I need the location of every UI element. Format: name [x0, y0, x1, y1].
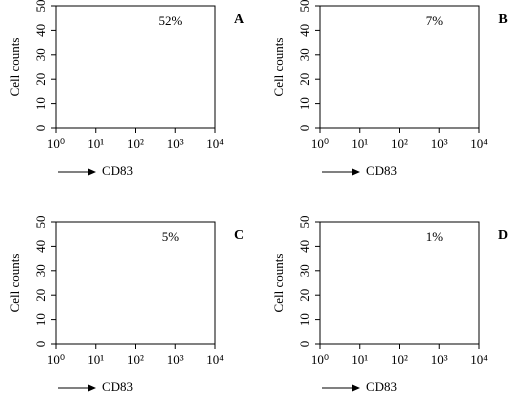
x-tick-label: 10⁰	[47, 136, 65, 151]
y-tick-label: 20	[33, 289, 48, 302]
x-tick-label: 10²	[127, 136, 144, 151]
y-tick-label: 40	[297, 24, 312, 37]
x-tick-label: 10⁰	[311, 352, 329, 367]
y-tick-label: 50	[297, 216, 312, 229]
plot-frame	[319, 5, 480, 129]
x-tick-label: 10¹	[87, 136, 104, 151]
y-tick-label: 30	[297, 48, 312, 61]
y-tick-label: 30	[297, 264, 312, 277]
y-tick-label: 10	[297, 313, 312, 326]
x-tick-label: 10³	[431, 136, 448, 151]
x-tick-label: 10²	[391, 136, 408, 151]
panel-letter: B	[498, 12, 507, 27]
x-tick-label: 10³	[167, 136, 184, 151]
x-tick-label: 10⁴	[206, 136, 224, 151]
x-tick-label: 10¹	[351, 352, 368, 367]
x-tick-label: 10³	[431, 352, 448, 367]
y-tick-label: 40	[33, 24, 48, 37]
y-tick-label: 10	[33, 97, 48, 110]
panel-letter: A	[234, 12, 245, 27]
x-axis-label: CD83	[102, 163, 133, 178]
y-tick-label: 20	[297, 289, 312, 302]
annotation: 52%	[159, 13, 183, 28]
y-tick-label: 0	[33, 125, 48, 132]
y-tick-label: 20	[33, 73, 48, 86]
x-tick-label: 10⁰	[311, 136, 329, 151]
y-tick-label: 0	[33, 341, 48, 348]
plot-frame	[319, 221, 480, 345]
y-tick-label: 50	[297, 0, 312, 13]
plot-frame	[55, 5, 216, 129]
x-axis-label: CD83	[102, 379, 133, 394]
annotation: 5%	[162, 229, 180, 244]
plot-frame	[55, 221, 216, 345]
x-tick-label: 10¹	[87, 352, 104, 367]
panel-letter: D	[498, 228, 508, 243]
x-axis-arrowhead	[352, 384, 360, 392]
x-tick-label: 10⁴	[470, 352, 488, 367]
x-tick-label: 10³	[167, 352, 184, 367]
x-tick-label: 10⁴	[206, 352, 224, 367]
x-axis-label: CD83	[366, 163, 397, 178]
y-axis-label: Cell counts	[271, 38, 286, 97]
x-tick-label: 10⁰	[47, 352, 65, 367]
x-tick-label: 10²	[127, 352, 144, 367]
y-tick-label: 20	[297, 73, 312, 86]
y-tick-label: 40	[297, 240, 312, 253]
x-tick-label: 10⁴	[470, 136, 488, 151]
x-tick-label: 10¹	[351, 136, 368, 151]
y-tick-label: 30	[33, 48, 48, 61]
x-axis-arrowhead	[88, 384, 96, 392]
y-tick-label: 10	[33, 313, 48, 326]
x-axis-arrowhead	[88, 168, 96, 176]
x-axis-arrowhead	[352, 168, 360, 176]
y-tick-label: 10	[297, 97, 312, 110]
y-tick-label: 0	[297, 125, 312, 132]
panel-letter: C	[234, 228, 244, 243]
x-tick-label: 10²	[391, 352, 408, 367]
y-tick-label: 30	[33, 264, 48, 277]
x-axis-label: CD83	[366, 379, 397, 394]
annotation: 1%	[426, 229, 444, 244]
y-tick-label: 0	[297, 341, 312, 348]
y-tick-label: 50	[33, 0, 48, 13]
y-tick-label: 40	[33, 240, 48, 253]
annotation: 7%	[426, 13, 444, 28]
y-axis-label: Cell counts	[7, 38, 22, 97]
y-axis-label: Cell counts	[271, 254, 286, 313]
y-axis-label: Cell counts	[7, 254, 22, 313]
y-tick-label: 50	[33, 216, 48, 229]
